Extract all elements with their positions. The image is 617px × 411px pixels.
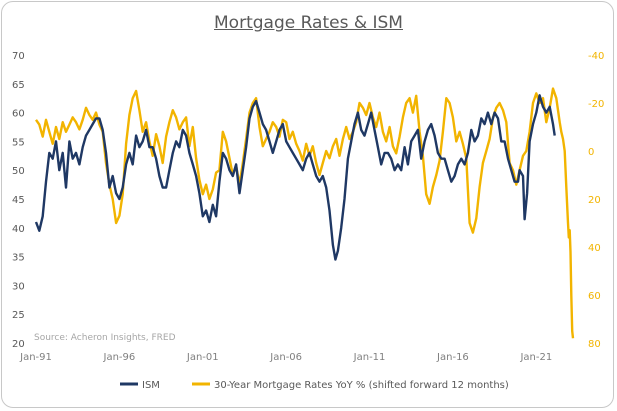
chart-title: Mortgage Rates & ISM bbox=[214, 13, 403, 33]
series-line-0 bbox=[34, 94, 556, 261]
x-axis-tick-Jan-21: Jan-21 bbox=[519, 352, 552, 363]
right-axis-tick-20: 20 bbox=[588, 195, 601, 206]
left-axis-tick-20: 20 bbox=[12, 339, 25, 350]
left-axis-tick-65: 65 bbox=[12, 80, 25, 91]
left-axis-tick-40: 40 bbox=[12, 224, 25, 235]
left-axis-ticks: 70 65 60 55 50 45 40 35 30 25 20 bbox=[12, 51, 25, 350]
x-axis-tick-Jan-96: Jan-96 bbox=[103, 352, 136, 363]
right-axis-tick-80: 80 bbox=[588, 339, 601, 350]
series-lines bbox=[34, 87, 575, 339]
x-axis-tick-Jan-11: Jan-11 bbox=[353, 352, 386, 363]
left-axis-tick-35: 35 bbox=[12, 253, 25, 264]
legend-label-mortgage: 30-Year Mortgage Rates YoY % (shifted fo… bbox=[214, 380, 509, 391]
legend: ISM 30-Year Mortgage Rates YoY % (shifte… bbox=[120, 380, 509, 391]
right-axis-tick-60: 60 bbox=[588, 291, 601, 302]
left-axis-tick-45: 45 bbox=[12, 195, 25, 206]
chart-source: Source: Acheron Insights, FRED bbox=[34, 333, 176, 343]
x-axis-tick-Jan-06: Jan-06 bbox=[269, 352, 302, 363]
legend-label-ism: ISM bbox=[142, 380, 160, 391]
right-axis-tick-40: 40 bbox=[588, 243, 601, 254]
left-axis-tick-70: 70 bbox=[12, 51, 25, 62]
right-axis-tick--40: -40 bbox=[588, 51, 604, 62]
right-axis-tick-0: 0 bbox=[588, 147, 594, 158]
x-axis-tick-Jan-01: Jan-01 bbox=[186, 352, 219, 363]
x-axis-tick-Jan-91: Jan-91 bbox=[19, 352, 52, 363]
left-axis-tick-55: 55 bbox=[12, 137, 25, 148]
left-axis-tick-60: 60 bbox=[12, 109, 25, 120]
series-line-1 bbox=[35, 87, 575, 339]
left-axis-tick-30: 30 bbox=[12, 281, 25, 292]
x-axis-tick-Jan-16: Jan-16 bbox=[436, 352, 469, 363]
left-axis-tick-50: 50 bbox=[12, 166, 25, 177]
x-axis-ticks: Jan-91 Jan-96 Jan-01 Jan-06 Jan-11 Jan-16 Jan-… bbox=[19, 352, 552, 363]
right-axis-tick--20: -20 bbox=[588, 99, 604, 110]
left-axis-tick-25: 25 bbox=[12, 310, 25, 321]
right-axis-ticks: -40 -20 0 20 40 60 80 bbox=[588, 51, 604, 350]
